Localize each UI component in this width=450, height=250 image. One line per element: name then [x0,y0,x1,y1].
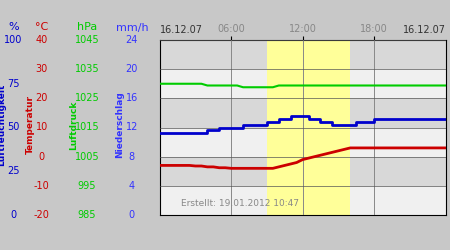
Text: 20: 20 [36,93,48,103]
Bar [160,98,446,128]
Text: 24: 24 [126,35,138,45]
Text: 1035: 1035 [75,64,99,74]
Text: 40: 40 [36,35,48,45]
Text: 1015: 1015 [75,122,99,132]
Text: 12: 12 [126,122,138,132]
Text: -20: -20 [34,210,50,220]
Text: 50: 50 [7,122,20,132]
Text: 16.12.07: 16.12.07 [402,25,446,35]
Text: mm/h: mm/h [116,22,148,32]
Text: 30: 30 [36,64,48,74]
Text: 1025: 1025 [75,93,99,103]
Bar [160,69,446,98]
Text: Luftdruck: Luftdruck [69,100,78,150]
Text: hPa: hPa [76,22,97,32]
Bar [160,128,446,157]
Text: °C: °C [35,22,49,32]
Text: 8: 8 [129,152,135,162]
Text: 1005: 1005 [75,152,99,162]
Text: 25: 25 [7,166,20,176]
Text: 100: 100 [4,35,22,45]
Text: Niederschlag: Niederschlag [115,92,124,158]
Text: 0: 0 [10,210,17,220]
Text: 75: 75 [7,79,20,89]
Text: Erstellt: 19.01.2012 10:47: Erstellt: 19.01.2012 10:47 [181,199,299,208]
Text: 1045: 1045 [75,35,99,45]
Text: %: % [8,22,19,32]
Text: 995: 995 [77,181,96,191]
Bar [160,40,446,69]
Text: 4: 4 [129,181,135,191]
Text: 16: 16 [126,93,138,103]
Text: Luftfeuchtigkeit: Luftfeuchtigkeit [0,84,6,166]
Text: 0: 0 [39,152,45,162]
Text: Temperatur: Temperatur [26,96,35,154]
Bar [160,186,446,215]
Bar [267,40,350,215]
Text: 16.12.07: 16.12.07 [160,25,203,35]
Text: 985: 985 [77,210,96,220]
Text: 10: 10 [36,122,48,132]
Text: 0: 0 [129,210,135,220]
Bar [160,157,446,186]
Text: 20: 20 [126,64,138,74]
Text: -10: -10 [34,181,50,191]
